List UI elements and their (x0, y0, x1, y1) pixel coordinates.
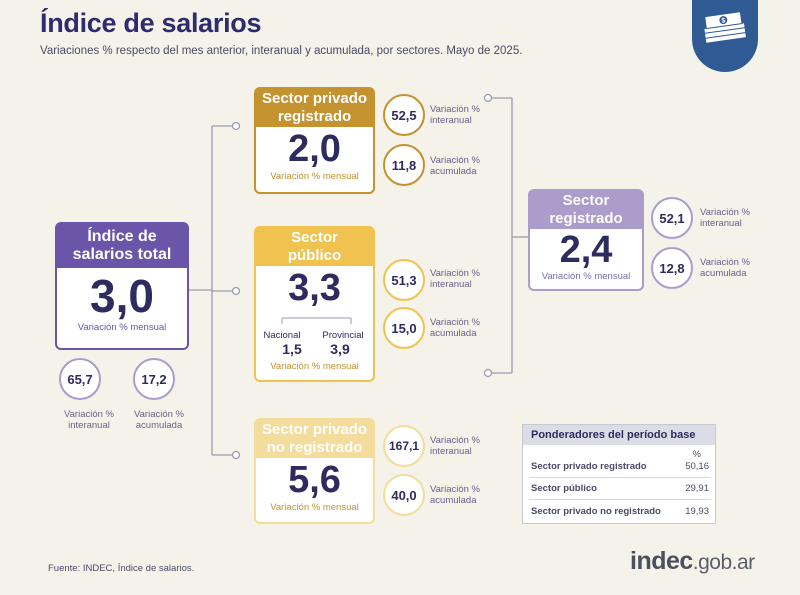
card-privado-no-registrado: Sector privado no registrado 5,6 Variaci… (254, 418, 375, 524)
nacional-label: Nacional (263, 330, 301, 341)
card-title: Índice de salarios total (57, 224, 187, 268)
card-privado-registrado: Sector privado registrado 2,0 Variación … (254, 87, 375, 194)
indec-logo: indec.gob.ar (630, 547, 755, 576)
value-circle: 167,1 (383, 425, 425, 467)
value-circle: 65,7 (59, 358, 101, 400)
interanual-label: Variación % interanual (430, 435, 480, 457)
ponderadores-table: Ponderadores del período base % Sector p… (522, 424, 716, 524)
row-value: 29,91 (685, 483, 709, 494)
table-row: Sector público 29,91 (531, 483, 709, 494)
value-circle: 52,5 (383, 94, 425, 136)
value-circle: 40,0 (383, 474, 425, 516)
acumulada-label: Variación % acumulada (700, 257, 750, 279)
card-value: 2,4 (559, 229, 613, 271)
interanual-label: Variación % interanual (430, 268, 480, 290)
logo-badge: $ (692, 0, 758, 72)
card-value: 3,0 (90, 270, 154, 322)
interanual-label: Variación % interanual (64, 409, 114, 431)
value-circle: 15,0 (383, 307, 425, 349)
card-title: Sector registrado (530, 191, 642, 229)
card-indice-total: Índice de salarios total 3,0 Variación %… (55, 222, 189, 350)
row-value: 19,93 (685, 506, 709, 517)
table-row: Sector privado registrado 50,16 (531, 461, 709, 472)
provincial-label: Provincial (322, 330, 364, 341)
card-value: 2,0 (288, 128, 341, 170)
value-circle: 17,2 (133, 358, 175, 400)
brand-domain: .gob.ar (692, 551, 755, 574)
split-arrows (281, 317, 352, 324)
card-caption: Variación % mensual (270, 502, 359, 513)
ponderadores-unit: % (692, 449, 701, 460)
nacional-value: 1,5 (282, 341, 302, 357)
row-label: Sector público (531, 483, 597, 494)
card-value: 3,3 (288, 267, 341, 309)
value-circle: 51,3 (383, 259, 425, 301)
row-divider (529, 499, 711, 500)
row-divider (529, 477, 711, 478)
svg-text:$: $ (721, 17, 726, 24)
card-sector-publico: Sector público 3,3 Nacional Provincial 1… (254, 226, 375, 382)
value-circle: 12,8 (651, 247, 693, 289)
value-circle: 52,1 (651, 197, 693, 239)
card-caption: Variación % mensual (270, 361, 359, 372)
card-sector-registrado: Sector registrado 2,4 Variación % mensua… (528, 189, 644, 291)
card-title: Sector público (256, 228, 373, 266)
row-value: 50,16 (685, 461, 709, 472)
interanual-label: Variación % interanual (430, 104, 480, 126)
acumulada-label: Variación % acumulada (430, 317, 480, 339)
card-title: Sector privado no registrado (256, 420, 373, 458)
source-note: Fuente: INDEC, Índice de salarios. (48, 563, 195, 574)
value-circle: 11,8 (383, 144, 425, 186)
row-label: Sector privado no registrado (531, 506, 661, 517)
card-caption: Variación % mensual (541, 271, 631, 282)
row-label: Sector privado registrado (531, 461, 647, 472)
ponderadores-title: Ponderadores del período base (523, 425, 715, 445)
brand-main: indec (630, 547, 693, 575)
card-caption: Variación % mensual (77, 322, 167, 333)
money-stack-icon: $ (704, 11, 746, 43)
ponderadores-unit-row: % (531, 449, 709, 460)
provincial-value: 3,9 (330, 341, 350, 357)
interanual-label: Variación % interanual (700, 207, 750, 229)
acumulada-label: Variación % acumulada (430, 155, 480, 177)
page-subtitle: Variaciones % respecto del mes anterior,… (40, 45, 523, 57)
table-row: Sector privado no registrado 19,93 (531, 506, 709, 517)
card-value: 5,6 (288, 459, 341, 501)
page-title: Índice de salarios (40, 8, 262, 38)
acumulada-label: Variación % acumulada (134, 409, 184, 431)
acumulada-label: Variación % acumulada (430, 484, 480, 506)
card-title: Sector privado registrado (256, 89, 373, 127)
card-caption: Variación % mensual (270, 171, 359, 182)
